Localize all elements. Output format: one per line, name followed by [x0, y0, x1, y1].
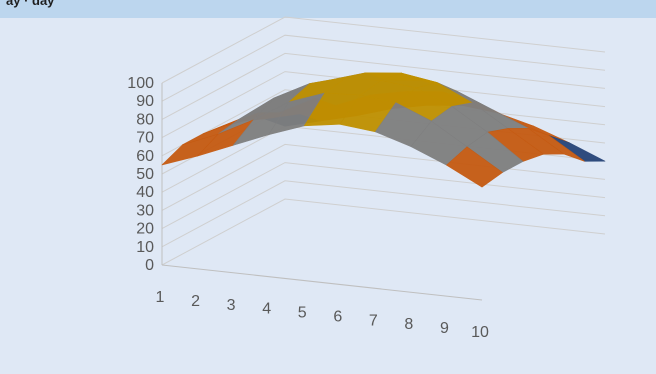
z-tick-label: 60 — [136, 148, 154, 165]
title-bar — [0, 0, 656, 18]
surface — [161, 72, 606, 188]
x-tick-label: 1 — [156, 289, 165, 306]
surface-cell — [446, 146, 503, 188]
gridline-0 — [161, 198, 606, 266]
x-axis-line — [161, 264, 483, 301]
z-tick-label: 30 — [136, 202, 154, 219]
z-tick-label: 100 — [127, 75, 154, 92]
x-tick-label: 9 — [440, 320, 449, 337]
gridline-80 — [161, 52, 606, 120]
z-tick-label: 90 — [136, 93, 154, 110]
gridline-20 — [161, 162, 606, 230]
z-tick-label: 50 — [136, 166, 154, 183]
x-tick-label: 4 — [262, 301, 271, 318]
gridline-100 — [161, 16, 606, 84]
chart-title: ay · day — [6, 0, 55, 8]
x-tick-label: 5 — [298, 305, 307, 322]
z-tick-label: 20 — [136, 221, 154, 238]
z-tick-label: 10 — [136, 239, 154, 256]
gridline-70 — [161, 71, 606, 139]
x-tick-label: 6 — [333, 308, 342, 325]
z-tick-label: 80 — [136, 111, 154, 128]
z-tick-label: 0 — [145, 257, 154, 274]
x-tick-label: 3 — [227, 297, 236, 314]
x-tick-label: 7 — [369, 312, 378, 329]
x-tick-label: 10 — [471, 324, 489, 341]
z-tick-label: 40 — [136, 184, 154, 201]
gridline-10 — [161, 180, 606, 248]
axes — [161, 83, 483, 301]
gridline-90 — [161, 34, 606, 102]
x-axis-ticks: 1 2 3 4 5 6 7 8 9 10 — [156, 289, 489, 341]
x-tick-label: 8 — [404, 316, 413, 333]
x-tick-label: 2 — [191, 293, 200, 310]
z-tick-label: 70 — [136, 130, 154, 147]
